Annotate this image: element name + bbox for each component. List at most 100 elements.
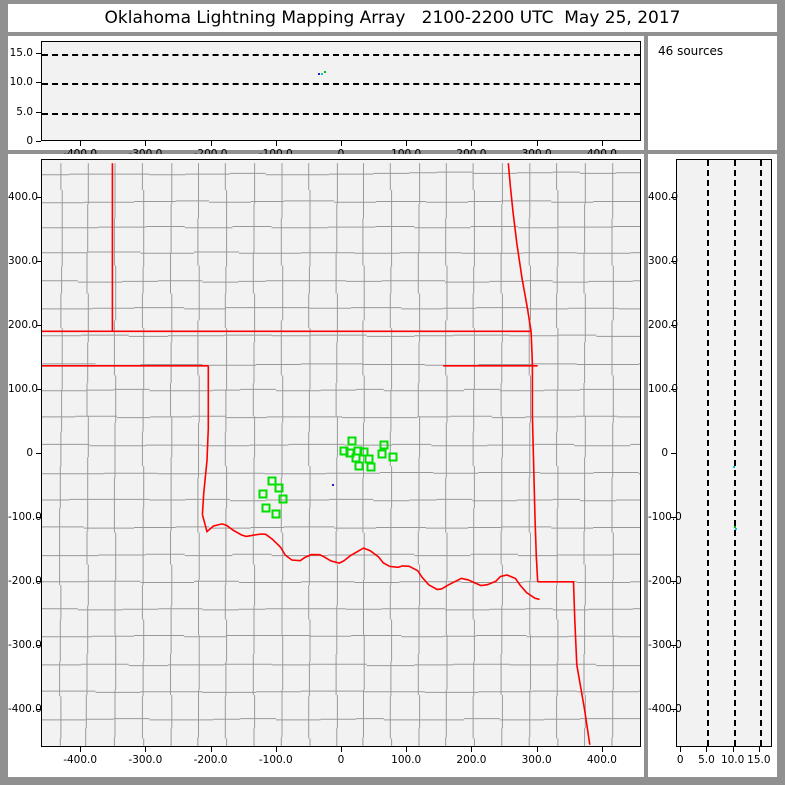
lightning-source-dot xyxy=(733,466,736,469)
axis-tick-mark-x xyxy=(706,747,708,752)
axis-tick-label-x: 15.0 xyxy=(747,754,771,766)
gridline-horizontal xyxy=(42,112,640,115)
axis-tick-mark-x xyxy=(80,141,82,146)
state-border-ks-mo xyxy=(507,163,532,332)
height-east-plot-area[interactable] xyxy=(676,159,772,747)
axis-tick-mark-x xyxy=(341,747,342,752)
lightning-source-marker xyxy=(379,440,389,450)
axis-tick-label-y: 15.0 xyxy=(9,46,33,59)
sources-count-panel: 46 sources xyxy=(648,36,777,150)
axis-tick-mark-y xyxy=(36,111,41,113)
lightning-source-marker xyxy=(347,436,357,446)
axis-tick-mark-x xyxy=(406,747,408,752)
axis-tick-label-x: 200.0 xyxy=(456,754,487,766)
lightning-source-dot xyxy=(733,525,736,528)
axis-tick-label-x: 5.0 xyxy=(698,754,715,766)
lightning-source-marker xyxy=(274,483,284,493)
axis-tick-mark-x xyxy=(471,141,473,146)
axis-tick-mark-y xyxy=(671,453,676,454)
axis-tick-label-x: 10.0 xyxy=(720,754,745,766)
axis-tick-mark-x xyxy=(275,141,277,146)
axis-tick-label-y: -200.0 xyxy=(648,574,682,587)
axis-tick-label-y: 0 xyxy=(26,135,33,147)
axis-tick-mark-x xyxy=(471,747,473,752)
lightning-source-marker xyxy=(267,476,277,486)
lightning-source-dot xyxy=(331,483,334,486)
axis-tick-mark-x xyxy=(732,747,734,752)
map-geography xyxy=(42,163,640,746)
axis-tick-label-y: 300.0 xyxy=(8,255,39,268)
axis-tick-mark-x xyxy=(145,747,147,752)
axis-tick-label-x: 400.0 xyxy=(586,754,617,766)
axis-tick-label-y: 100.0 xyxy=(648,383,679,396)
lightning-source-marker xyxy=(278,494,288,504)
lightning-source-dot xyxy=(324,71,327,73)
axis-tick-mark-y xyxy=(671,580,676,582)
axis-tick-mark-y xyxy=(671,261,676,263)
axis-tick-label-y: -200.0 xyxy=(8,574,42,587)
gridline-vertical xyxy=(759,160,762,746)
axis-tick-mark-y xyxy=(671,644,676,646)
axis-tick-label-y: 200.0 xyxy=(8,319,39,332)
axis-tick-mark-x xyxy=(601,747,603,752)
lightning-source-dot xyxy=(320,72,323,75)
state-border-ok-east xyxy=(530,331,539,582)
axis-tick-label-x: 100.0 xyxy=(391,754,422,766)
axis-tick-mark-y xyxy=(36,644,41,646)
axis-tick-label-y: 10.0 xyxy=(9,76,33,89)
state-border-red-river xyxy=(201,514,540,601)
time-height-plot-area[interactable] xyxy=(41,41,641,141)
axis-tick-mark-x xyxy=(80,747,82,752)
axis-tick-mark-y xyxy=(36,516,41,518)
axis-tick-label-y: -100.0 xyxy=(8,510,42,523)
axis-tick-label-y: 0 xyxy=(661,447,668,459)
axis-tick-label-y: -400.0 xyxy=(8,702,42,715)
axis-tick-mark-y xyxy=(36,580,41,582)
axis-tick-mark-x xyxy=(406,141,408,146)
axis-tick-label-x: -100.0 xyxy=(258,754,293,766)
axis-tick-label-x: -400.0 xyxy=(63,754,98,766)
gridline-vertical xyxy=(707,160,710,746)
time-height-panel: -400.0-300.0-200.0-100.00100.0200.0300.0… xyxy=(8,36,644,160)
axis-tick-mark-y xyxy=(36,708,41,710)
axis-tick-mark-y xyxy=(36,141,41,142)
lightning-source-dot xyxy=(318,72,321,75)
axis-tick-mark-x xyxy=(536,747,538,752)
axis-tick-label-y: -100.0 xyxy=(648,510,682,523)
state-border-ok-texas-east xyxy=(201,365,210,515)
axis-tick-mark-y xyxy=(36,453,41,454)
state-border-ok-southeast xyxy=(537,581,591,745)
axis-tick-mark-x xyxy=(680,747,682,752)
gridline-horizontal xyxy=(42,83,640,86)
axis-tick-label-x: 0 xyxy=(676,754,684,766)
lightning-source-dot xyxy=(734,528,737,531)
axis-tick-mark-y xyxy=(671,389,676,391)
axis-tick-mark-x xyxy=(145,141,147,146)
gridline-horizontal xyxy=(42,53,640,56)
axis-tick-label-x: -300.0 xyxy=(128,754,163,766)
axis-tick-mark-y xyxy=(671,516,676,518)
axis-tick-label-y: 5.0 xyxy=(16,105,33,118)
axis-tick-mark-x xyxy=(601,141,603,146)
window-title-bar: Oklahoma Lightning Mapping Array 2100-22… xyxy=(8,4,777,32)
axis-tick-label-y: 300.0 xyxy=(648,255,679,268)
axis-tick-mark-y xyxy=(36,261,41,263)
lightning-source-marker xyxy=(258,489,268,499)
axis-tick-mark-x xyxy=(210,141,212,146)
page-title: Oklahoma Lightning Mapping Array 2100-22… xyxy=(104,8,681,28)
axis-tick-mark-x xyxy=(341,141,342,146)
lightning-source-marker xyxy=(359,447,369,457)
time-height-underlay xyxy=(42,42,641,141)
county-boundaries xyxy=(42,163,640,746)
status-badge-sources: 46 sources xyxy=(658,44,724,58)
axis-tick-label-x: -200.0 xyxy=(193,754,228,766)
gridline-vertical xyxy=(733,160,736,746)
axis-tick-mark-x xyxy=(275,747,277,752)
lightning-source-marker xyxy=(261,503,271,513)
axis-tick-label-y: 100.0 xyxy=(8,383,39,396)
lightning-source-marker xyxy=(388,452,398,462)
axis-tick-label-x: 0 xyxy=(337,754,345,766)
axis-tick-mark-y xyxy=(671,197,676,199)
plan-view-map-plot-area[interactable] xyxy=(41,159,641,747)
